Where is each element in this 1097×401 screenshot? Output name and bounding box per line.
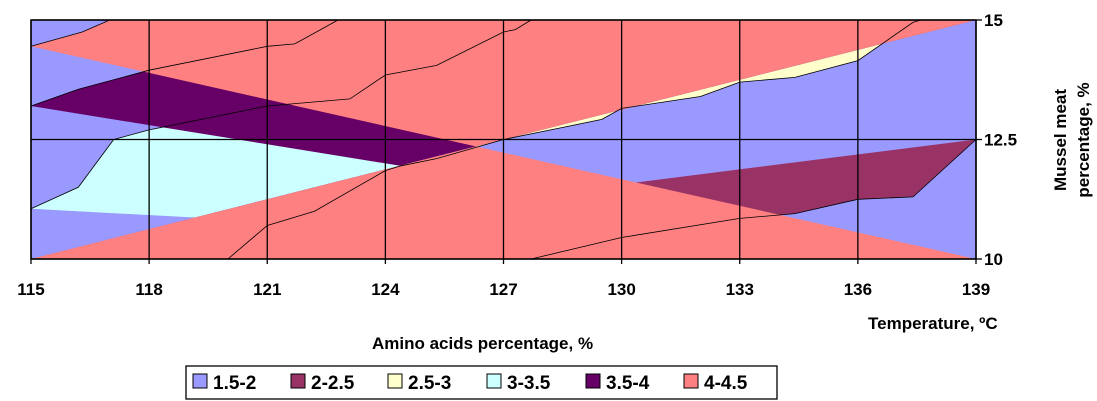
y-axis-title-line2: percentage, % bbox=[1074, 82, 1093, 197]
legend-label-3.5-4: 3.5-4 bbox=[606, 373, 650, 394]
y-tick-label-10: 10 bbox=[984, 250, 1003, 269]
legend-box bbox=[185, 365, 778, 400]
legend-swatch-1.5-2 bbox=[192, 373, 208, 389]
z-axis-title: Amino acids percentage, % bbox=[372, 334, 593, 353]
legend-swatch-3-3.5 bbox=[486, 373, 502, 389]
legend-label-3-3.5: 3-3.5 bbox=[507, 373, 551, 394]
x-tick-label-118: 118 bbox=[135, 280, 162, 299]
contour-line-2 bbox=[227, 19, 922, 260]
x-axis: 115 118 121 124 127 130 133 136 139 bbox=[17, 259, 990, 299]
legend-item-4-4.5: 4-4.5 bbox=[683, 373, 748, 394]
legend-label-2.5-3: 2.5-3 bbox=[408, 373, 451, 394]
y-axis-title: Mussel meat percentage, % bbox=[1051, 82, 1093, 197]
legend-item-3-3.5: 3-3.5 bbox=[486, 373, 551, 394]
legend-label-1.5-2: 1.5-2 bbox=[213, 373, 256, 394]
contour-line-3 bbox=[30, 19, 532, 210]
legend-swatch-2-2.5 bbox=[290, 373, 306, 389]
y-tick-label-15: 15 bbox=[984, 11, 1003, 30]
legend-swatch-2.5-3 bbox=[387, 373, 403, 389]
legend-item-3.5-4: 3.5-4 bbox=[585, 373, 650, 394]
x-tick-label-124: 124 bbox=[371, 280, 400, 299]
legend-item-1.5-2: 1.5-2 bbox=[192, 373, 256, 394]
x-tick-label-115: 115 bbox=[17, 280, 44, 299]
y-axis-title-line1: Mussel meat bbox=[1051, 89, 1070, 191]
x-tick-label-121: 121 bbox=[253, 280, 281, 299]
contour-line-4 bbox=[30, 19, 339, 107]
x-tick-label-139: 139 bbox=[962, 280, 990, 299]
y-axis: 10 12.5 15 bbox=[976, 11, 1017, 269]
contour-line-5 bbox=[30, 19, 110, 47]
x-tick-label-130: 130 bbox=[607, 280, 635, 299]
legend-label-4-4.5: 4-4.5 bbox=[704, 373, 748, 394]
y-tick-label-12.5: 12.5 bbox=[984, 131, 1017, 150]
x-tick-label-136: 136 bbox=[844, 280, 872, 299]
x-axis-title: Temperature, ºC bbox=[868, 314, 998, 333]
legend-item-2-2.5: 2-2.5 bbox=[290, 373, 355, 394]
legend: 1.5-2 2-2.5 2.5-3 3-3.5 3.5-4 4-4.5 bbox=[185, 365, 778, 400]
legend-label-2-2.5: 2-2.5 bbox=[311, 373, 355, 394]
x-tick-label-127: 127 bbox=[489, 280, 517, 299]
legend-swatch-3.5-4 bbox=[585, 373, 601, 389]
x-tick-label-133: 133 bbox=[726, 280, 754, 299]
legend-item-2.5-3: 2.5-3 bbox=[387, 373, 451, 394]
legend-swatch-4-4.5 bbox=[683, 373, 699, 389]
